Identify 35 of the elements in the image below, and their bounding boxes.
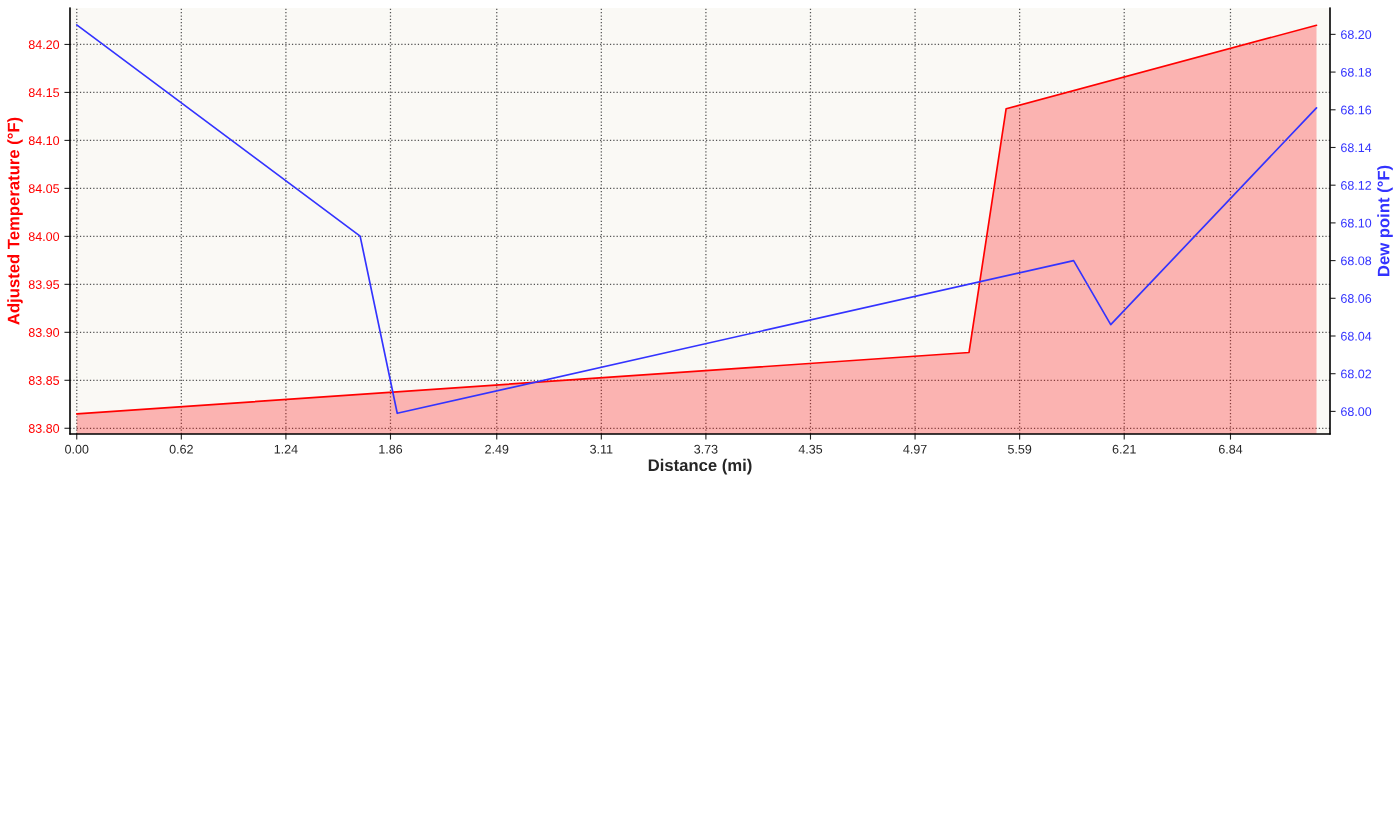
x-tick-label: 1.24	[274, 444, 298, 454]
y2-tick-label: 68.16	[1341, 105, 1372, 115]
x-tick-label: 6.21	[1112, 444, 1136, 454]
y-axis-title: Adjusted Temperature (°F)	[7, 117, 23, 325]
y2-tick-label: 68.12	[1341, 180, 1372, 190]
y2-tick-label: 68.02	[1341, 369, 1372, 379]
y2-tick-label: 68.06	[1341, 294, 1372, 303]
x-tick-label: 3.73	[694, 444, 718, 454]
y-tick-label: 83.85	[28, 376, 60, 385]
y2-tick-label: 68.18	[1341, 67, 1372, 77]
y-tick-label: 83.80	[28, 424, 60, 433]
x-tick-label: 4.97	[903, 444, 927, 454]
x-tick-label: 0.62	[169, 444, 193, 454]
y2-tick-label: 68.14	[1341, 143, 1372, 153]
x-tick-label: 1.86	[379, 444, 403, 454]
x-axis-title: Distance (mi)	[648, 458, 752, 475]
y2-tick-label: 68.04	[1341, 331, 1372, 341]
y-tick-label: 84.15	[28, 88, 60, 98]
y2-tick-label: 68.00	[1341, 407, 1372, 417]
y2-tick-label: 68.10	[1341, 218, 1372, 228]
y2-axis-title: Dew point (°F)	[1377, 165, 1393, 276]
x-tick-label: 6.84	[1218, 444, 1243, 454]
y-tick-label: 84.20	[28, 40, 60, 50]
x-tick-label: 3.11	[590, 444, 613, 454]
y-tick-label: 83.95	[28, 280, 60, 289]
y-tick-label: 84.00	[28, 232, 60, 242]
x-tick-label: 2.49	[485, 444, 509, 454]
y-tick-label: 83.90	[28, 328, 60, 337]
y-tick-label: 84.05	[28, 184, 60, 194]
x-tick-label: 4.35	[798, 444, 823, 454]
x-tick-label: 0.00	[65, 444, 89, 454]
y2-tick-label: 68.08	[1341, 256, 1372, 266]
y2-tick-label: 68.20	[1341, 30, 1372, 40]
x-tick-label: 5.59	[1007, 444, 1032, 454]
y-tick-label: 84.10	[28, 136, 60, 146]
